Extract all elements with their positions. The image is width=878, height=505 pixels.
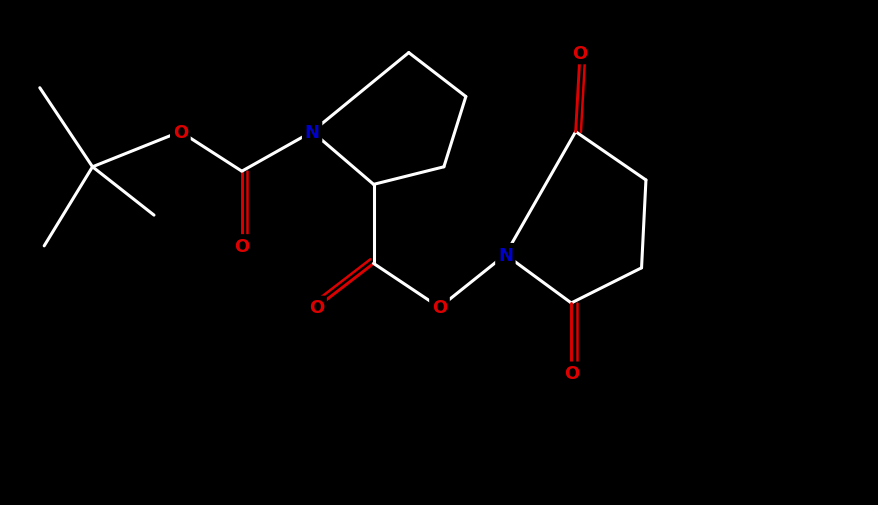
- Text: O: O: [234, 237, 249, 256]
- Text: O: O: [572, 44, 587, 63]
- Text: N: N: [305, 123, 320, 141]
- Text: O: O: [431, 299, 447, 317]
- Text: O: O: [563, 365, 579, 382]
- Text: O: O: [308, 299, 324, 317]
- Text: O: O: [173, 123, 188, 141]
- Text: N: N: [497, 246, 512, 264]
